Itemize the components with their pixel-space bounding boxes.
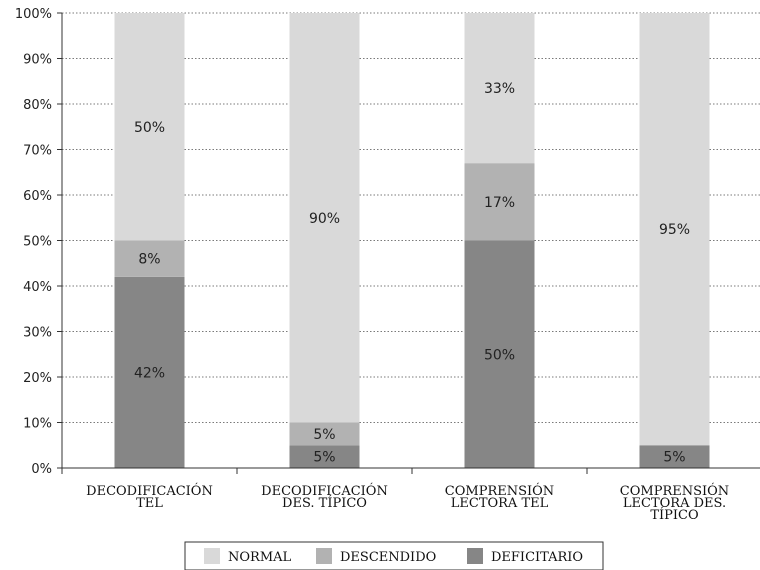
data-label: 5% [663,450,685,466]
legend-label: NORMAL [228,550,292,565]
bar-segment [289,13,360,423]
data-label: 90% [309,211,340,227]
bar-segment [639,13,710,446]
y-tick-label: 90% [23,53,52,68]
bars: 42% 8% 50% 5% 5% 90% 50% 17% 33% 5% 95% [114,13,710,468]
data-label: 8% [138,252,160,268]
x-category-label: COMPRENSIÓN LECTORA TEL [445,482,554,511]
y-tick-label: 20% [23,371,52,386]
y-tick-label: 40% [23,280,52,295]
legend-box [184,541,604,570]
data-label: 17% [484,195,515,211]
x-axis: DECODIFICACIÓN TEL DECODIFICACIÓN DES. TÍPI… [61,467,760,523]
bar-segment [464,163,535,241]
bar-segment [114,276,185,468]
bar-segment [114,13,185,241]
y-tick-label: 60% [23,189,52,204]
legend-swatch [204,548,220,564]
x-category-label: COMPRENSIÓN LECTORA DES. TÍPICO [620,482,729,523]
bar-segment [639,445,710,468]
y-tick-label: 0% [31,462,52,477]
bar-segment [289,422,360,446]
legend-label: DEFICITARIO [491,550,583,565]
y-tick-label: 70% [23,144,52,159]
data-label: 33% [484,81,515,97]
y-tick-label: 10% [23,417,52,432]
legend-swatch [467,548,483,564]
bar-segment [114,240,185,277]
data-label: 42% [134,365,165,381]
x-category-label: DECODIFICACIÓN TEL [86,482,213,511]
data-label: 50% [484,347,515,363]
y-axis: 0% 10% 20% 30% 40% 50% 60% 70% 80% 90% 100% [15,7,63,477]
y-tick-label: 100% [15,7,52,22]
bar-segment [464,13,535,164]
y-tick-label: 50% [23,235,52,250]
y-tick-label: 30% [23,326,52,341]
data-label: 50% [134,120,165,136]
legend: NORMAL DESCENDIDO DEFICITARIO [184,541,604,570]
y-tick-label: 80% [23,98,52,113]
x-category-label: DECODIFICACIÓN DES. TÍPICO [261,482,388,511]
bar-segment [289,445,360,468]
bar-segment [464,240,535,468]
legend-swatch [316,548,332,564]
data-label: 95% [659,222,690,238]
data-label: 5% [313,427,335,443]
data-label: 5% [313,450,335,466]
legend-label: DESCENDIDO [340,550,436,565]
